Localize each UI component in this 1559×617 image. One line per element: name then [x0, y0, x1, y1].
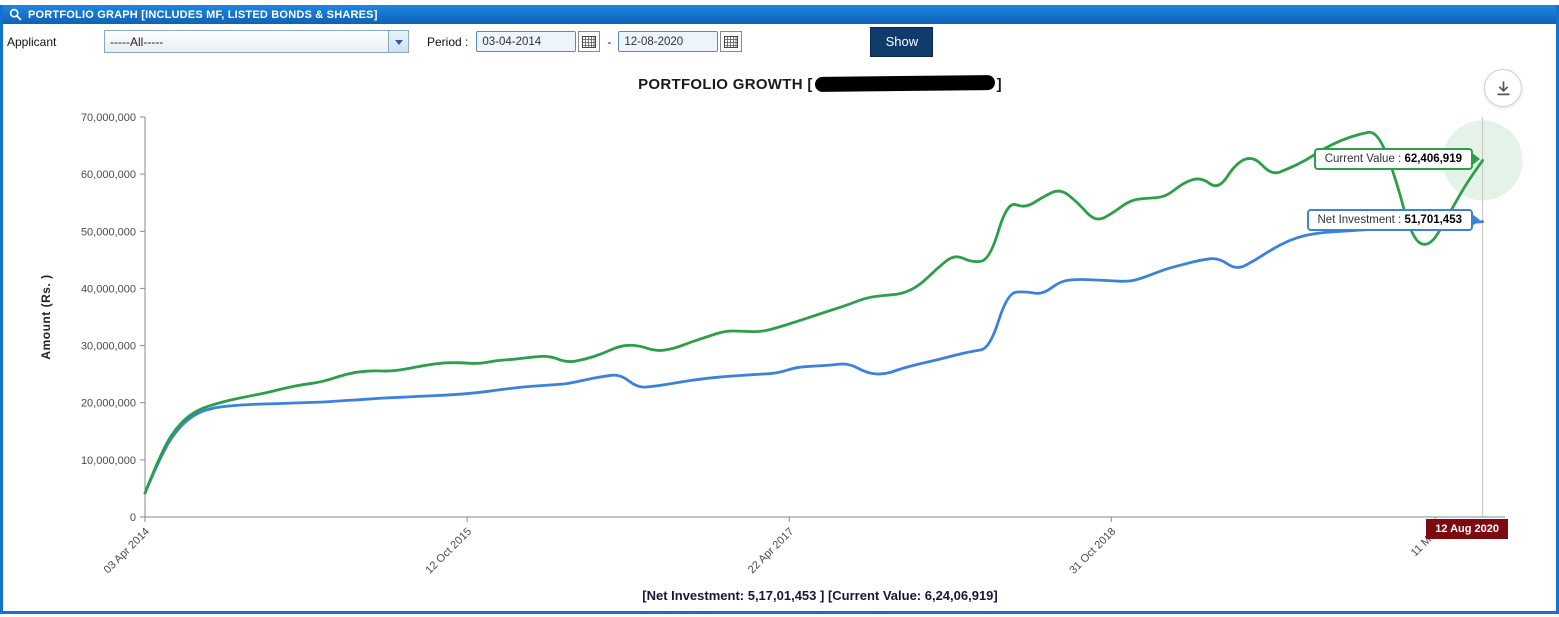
axes — [144, 117, 1505, 518]
summary-text: [Net Investment: 5,17,01,453 ] [Current … — [642, 588, 998, 603]
current-value-line — [143, 130, 1484, 495]
applicant-dropdown-value: -----All----- — [110, 34, 164, 49]
panel-title: PORTFOLIO GRAPH [INCLUDES MF, LISTED BON… — [28, 8, 378, 21]
current-value-tooltip: Current Value : 62,406,919 — [1313, 148, 1481, 170]
y-axis-label: Amount (Rs. ) — [39, 274, 53, 360]
crosshair-date-badge: 12 Aug 2020 — [1426, 519, 1508, 539]
x-tick-label: 31 Oct 2018 — [1067, 526, 1118, 577]
y-tick-label: 40,000,000 — [81, 283, 136, 295]
net-investment-tooltip-value: 51,701,453 — [1404, 214, 1462, 226]
download-icon — [1496, 80, 1510, 95]
net-investment-tooltip-label: Net Investment : — [1317, 214, 1402, 226]
chevron-down-icon[interactable] — [388, 31, 408, 52]
date-separator: - — [607, 34, 612, 49]
y-tick-label: 10,000,000 — [81, 455, 136, 467]
chart-title-prefix: PORTFOLIO GROWTH [ — [638, 76, 813, 93]
download-button[interactable] — [1484, 69, 1522, 107]
chart-title-suffix: ] — [996, 76, 1002, 93]
redacted-name-bar — [814, 75, 995, 92]
current-value-tooltip-label: Current Value : — [1324, 153, 1402, 165]
y-tick-label: 60,000,000 — [81, 169, 136, 181]
applicant-label: Applicant — [7, 34, 57, 49]
x-tick-label: 22 Apr 2017 — [746, 526, 796, 576]
calendar-icon — [582, 36, 597, 48]
calendar-from-button[interactable] — [578, 31, 601, 52]
net-investment-tooltip: Net Investment : 51,701,453 — [1306, 209, 1480, 231]
y-tick-label: 0 — [130, 512, 136, 524]
x-tick-label: 12 Oct 2015 — [423, 526, 474, 577]
search-icon — [9, 8, 22, 21]
date-to-input[interactable] — [618, 31, 719, 52]
y-tick-label: 70,000,000 — [81, 112, 136, 124]
show-button[interactable]: Show — [870, 26, 934, 57]
chart-title: PORTFOLIO GROWTH [] — [145, 75, 1495, 93]
x-tick-label: 03 Apr 2014 — [102, 526, 152, 576]
date-from-input[interactable] — [476, 31, 577, 52]
net-investment-line — [143, 220, 1484, 495]
period-label: Period : — [427, 34, 469, 49]
current-value-tooltip-value: 62,406,919 — [1404, 153, 1462, 165]
y-tick-label: 20,000,000 — [81, 398, 136, 410]
y-tick-label: 50,000,000 — [81, 226, 136, 238]
controls-row: Applicant -----All----- Period : - Show — [3, 24, 1556, 59]
y-tick-label: 30,000,000 — [81, 341, 136, 353]
calendar-icon — [724, 36, 739, 48]
applicant-dropdown[interactable]: -----All----- — [104, 30, 409, 53]
calendar-to-button[interactable] — [720, 31, 743, 52]
panel-titlebar: PORTFOLIO GRAPH [INCLUDES MF, LISTED BON… — [3, 5, 1556, 24]
